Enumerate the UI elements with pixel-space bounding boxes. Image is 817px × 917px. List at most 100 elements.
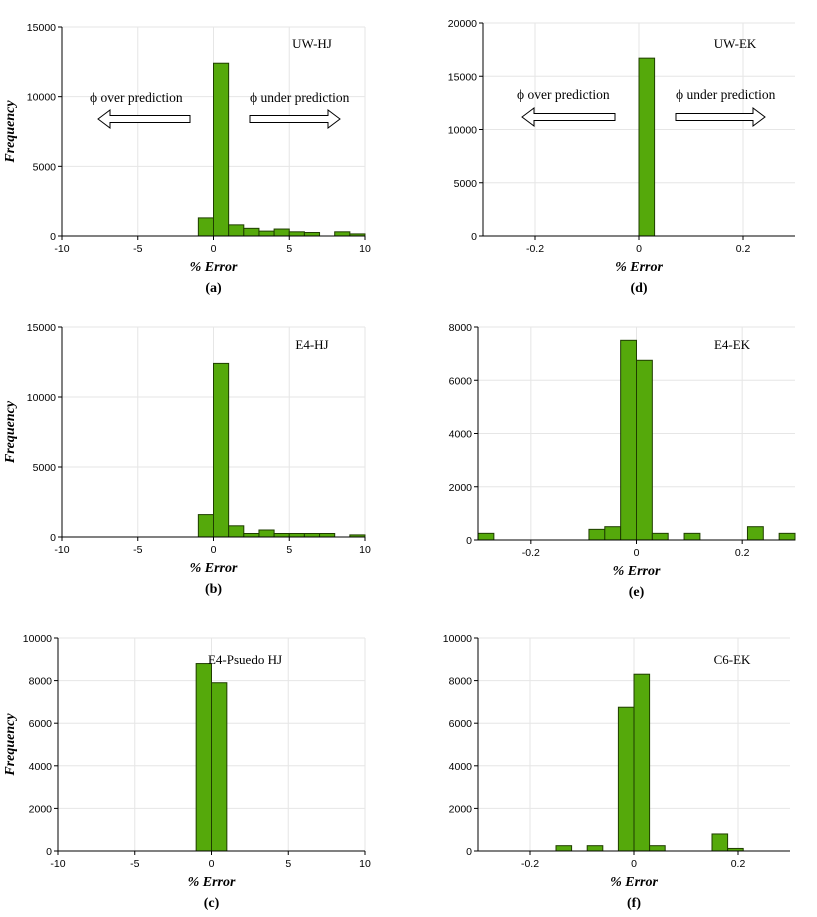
- x-tick-label: 5: [286, 243, 292, 255]
- histogram-bar: [636, 359, 653, 541]
- histogram-panel-f: 0 2000 4000 6000 8000 10000 -0.2 0 0.2 % Error (f)…: [443, 633, 790, 911]
- x-tick-label: 0.2: [736, 243, 751, 255]
- x-tick-label: 0: [634, 547, 640, 559]
- series-label: UW-HJ: [292, 36, 332, 51]
- x-tick-label: 0: [631, 858, 637, 870]
- x-axis-label: % Error: [190, 260, 238, 275]
- x-tick-label: -5: [130, 858, 139, 870]
- x-tick-label: 10: [359, 858, 371, 870]
- right-arrow-icon: [249, 109, 341, 129]
- histogram-bar: [213, 362, 230, 538]
- y-tick-label: 4000: [449, 429, 473, 441]
- y-tick-label: 8000: [449, 676, 473, 688]
- x-axis-label: % Error: [188, 875, 236, 890]
- x-tick-label: -10: [54, 544, 69, 556]
- under-prediction-annotation: ϕ under prediction: [676, 87, 776, 102]
- histogram-bar: [197, 514, 215, 538]
- y-tick-label: 0: [50, 532, 56, 544]
- y-tick-label: 10000: [23, 633, 52, 645]
- histogram-bar: [288, 231, 305, 237]
- histogram-bar: [604, 526, 622, 541]
- x-axis-label: % Error: [613, 564, 661, 579]
- right-arrow-icon: [675, 107, 766, 127]
- y-tick-label: 10000: [27, 92, 56, 104]
- y-tick-label: 20000: [448, 18, 477, 30]
- histogram-bar: [258, 529, 275, 538]
- histogram-bar: [258, 230, 275, 237]
- y-tick-label: 10000: [448, 125, 477, 137]
- y-tick-label: 2000: [449, 482, 473, 494]
- panel-caption: (f): [627, 896, 641, 911]
- series-label: E4-Psuedo HJ: [208, 652, 282, 667]
- y-tick-label: 15000: [27, 22, 56, 34]
- over-prediction-annotation: ϕ over prediction: [517, 87, 610, 102]
- histogram-bar: [288, 533, 305, 538]
- y-tick-label: 8000: [449, 322, 473, 334]
- histogram-bar: [228, 525, 245, 538]
- x-tick-label: 0.2: [735, 547, 750, 559]
- x-axis-label: % Error: [615, 260, 663, 275]
- y-tick-label: 2000: [29, 803, 53, 815]
- x-axis-label: % Error: [190, 561, 238, 576]
- y-tick-label: 10000: [443, 633, 472, 645]
- x-tick-label: -5: [133, 243, 142, 255]
- histogram-panel-d: 0 5000 10000 15000 20000 -0.2 0 0.2 % Error (d) UW…: [448, 18, 795, 296]
- histogram-bar: [334, 231, 351, 237]
- x-tick-label: -5: [133, 544, 142, 556]
- x-tick-label: 0: [636, 243, 642, 255]
- histogram-bar: [303, 533, 321, 538]
- panel-caption: (e): [629, 585, 645, 600]
- panel-caption: (c): [204, 896, 220, 911]
- y-axis-label: Frequency: [3, 100, 18, 164]
- x-tick-label: 0: [211, 243, 217, 255]
- histogram-bar: [633, 673, 651, 852]
- x-tick-label: -10: [50, 858, 65, 870]
- y-tick-label: 0: [50, 231, 56, 243]
- y-axis-label: Frequency: [3, 400, 18, 464]
- histogram-bar: [243, 533, 260, 538]
- y-tick-label: 0: [471, 231, 477, 243]
- x-tick-label: -10: [54, 243, 69, 255]
- histogram-bar: [617, 706, 635, 852]
- panel-caption: (b): [205, 582, 222, 597]
- x-tick-label: 10: [359, 243, 371, 255]
- histogram-bar: [638, 57, 656, 237]
- x-tick-label: 5: [285, 858, 291, 870]
- y-tick-label: 2000: [449, 803, 473, 815]
- histogram-bar: [211, 682, 228, 852]
- series-label: UW-EK: [714, 36, 757, 51]
- histogram-bar: [683, 532, 701, 541]
- y-tick-label: 8000: [29, 676, 53, 688]
- series-label: E4-HJ: [295, 337, 328, 352]
- left-arrow-icon: [97, 109, 191, 129]
- y-tick-label: 4000: [449, 761, 473, 773]
- y-tick-label: 5000: [454, 178, 478, 190]
- histogram-bar: [303, 232, 321, 237]
- y-tick-label: 0: [46, 846, 52, 858]
- y-tick-label: 6000: [29, 718, 53, 730]
- histogram-bar: [195, 663, 212, 852]
- histogram-bar: [586, 845, 604, 852]
- histogram-bar: [711, 833, 729, 852]
- x-tick-label: -0.2: [521, 858, 539, 870]
- y-tick-label: 0: [466, 535, 472, 547]
- histogram-bar: [649, 845, 666, 852]
- histogram-bar: [273, 533, 290, 538]
- histogram-bar: [243, 227, 260, 237]
- x-tick-label: 10: [359, 544, 371, 556]
- x-tick-label: 0: [211, 544, 217, 556]
- histogram-bar: [477, 532, 495, 541]
- y-tick-label: 15000: [27, 322, 56, 334]
- y-tick-label: 15000: [448, 71, 477, 83]
- y-tick-label: 10000: [27, 392, 56, 404]
- histogram-bar: [319, 533, 336, 538]
- histogram-panel-b: 0 5000 10000 15000 -10 -5 0 5 10 % Error Frequency…: [3, 322, 371, 597]
- y-tick-label: 4000: [29, 761, 53, 773]
- under-prediction-annotation: ϕ under prediction: [250, 90, 350, 105]
- histogram-bar: [213, 62, 230, 237]
- x-tick-label: 0.2: [731, 858, 746, 870]
- y-tick-label: 6000: [449, 718, 473, 730]
- histogram-bar: [228, 224, 245, 237]
- histogram-bar: [651, 532, 669, 541]
